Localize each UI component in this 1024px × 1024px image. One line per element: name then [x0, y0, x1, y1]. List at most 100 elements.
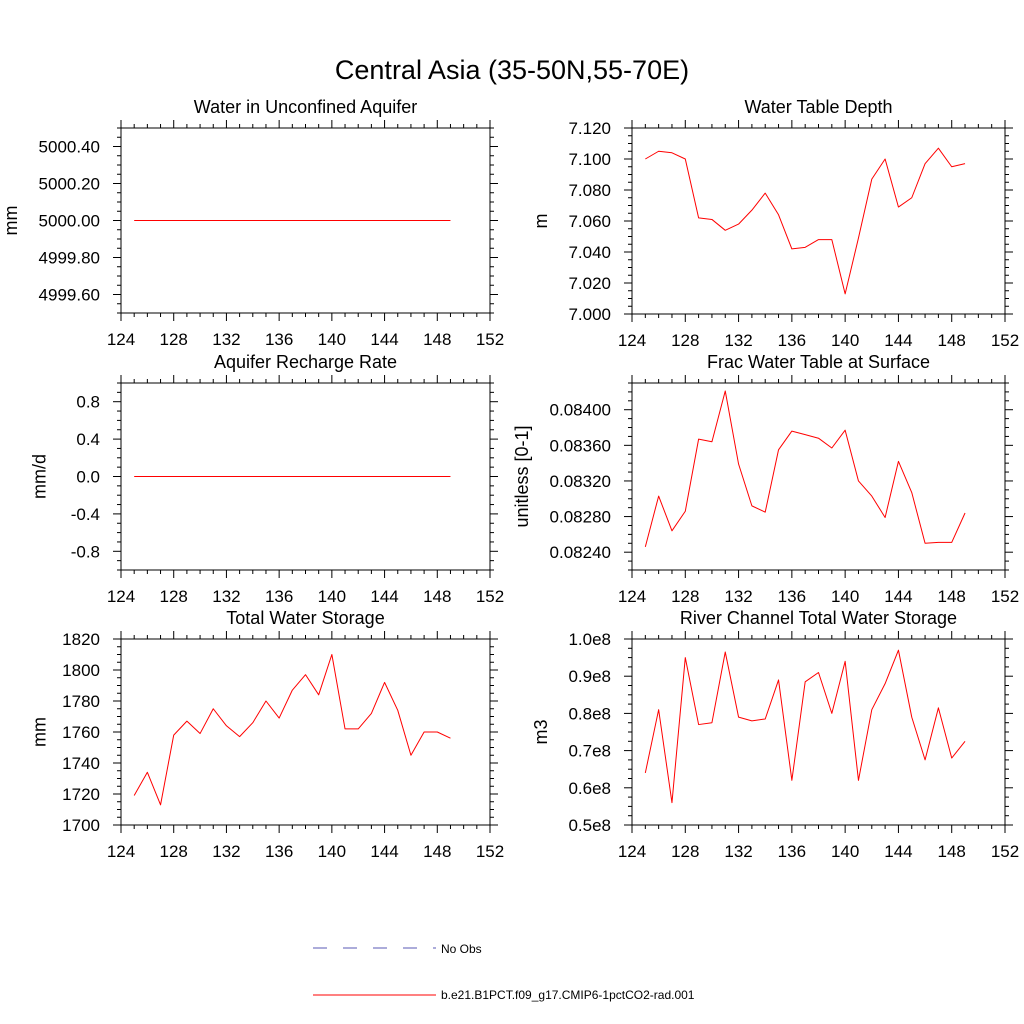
panel-water-table-depth-ytick-label: 7.120 [568, 119, 611, 138]
panel-river-channel-total-water-storage-frame [631, 638, 1006, 826]
panel-aquifer-recharge-rate-xtick-label: 152 [476, 587, 504, 606]
panels: Water in Unconfined Aquifer 124 128 132 136 1… [1, 97, 1019, 861]
panel-river-channel-total-water-storage-xtick-label: 140 [831, 842, 859, 861]
panel-water-table-depth-frame [631, 127, 1006, 315]
panel-aquifer-recharge-rate-ytick-label: -0.8 [71, 542, 100, 561]
panel-river-channel-total-water-storage-ytick-label: 0.8e8 [568, 704, 611, 723]
panel-total-water-storage-ylabel: mm [30, 717, 50, 747]
panel-water-table-depth-xtick-label: 132 [724, 331, 752, 350]
panel-frac-water-table-at-surface-ylabel: unitless [0-1] [512, 425, 532, 527]
panel-frac-water-table-at-surface: Frac Water Table at Surface 124 128 132 136 1… [512, 352, 1019, 606]
panel-water-table-depth-ytick-label: 7.040 [568, 243, 611, 262]
panel-aquifer-recharge-rate-ylabel: mm/d [30, 454, 50, 499]
panel-total-water-storage-ytick-label: 1740 [62, 754, 100, 773]
panel-aquifer-recharge-rate-ytick-label: 0.8 [76, 393, 100, 412]
panel-river-channel-total-water-storage-xtick-label: 144 [884, 842, 912, 861]
panel-river-channel-total-water-storage-xtick-label: 132 [724, 842, 752, 861]
legend-label-no-obs: No Obs [441, 942, 482, 956]
panel-aquifer-recharge-rate-ytick-label: 0.0 [76, 468, 100, 487]
panel-water-in-unconfined-aquifer-xtick-label: 124 [107, 330, 135, 349]
panel-total-water-storage: Total Water Storage 124 128 132 136 140 144 148… [30, 608, 505, 861]
panel-water-table-depth-ytick-label: 7.100 [568, 150, 611, 169]
panel-frac-water-table-at-surface-xtick-label: 144 [884, 587, 912, 606]
panel-frac-water-table-at-surface-xtick-label: 128 [671, 587, 699, 606]
panel-total-water-storage-xtick-label: 124 [107, 842, 135, 861]
panel-frac-water-table-at-surface-title: Frac Water Table at Surface [707, 352, 930, 372]
panel-river-channel-total-water-storage-ylabel: m3 [531, 719, 551, 744]
panel-frac-water-table-at-surface-series-line-0 [644, 390, 966, 547]
legend-label-model-run: b.e21.B1PCT.f09_g17.CMIP6-1pctCO2-rad.00… [441, 988, 695, 1002]
panel-aquifer-recharge-rate-xtick-label: 132 [212, 587, 240, 606]
panel-water-in-unconfined-aquifer-xtick-label: 152 [476, 330, 504, 349]
panel-total-water-storage-ytick-label: 1820 [62, 630, 100, 649]
panel-water-table-depth-xtick-label: 128 [671, 331, 699, 350]
legend: No Obs b.e21.B1PCT.f09_g17.CMIP6-1pctCO2… [313, 942, 695, 1002]
panel-water-in-unconfined-aquifer-ytick-label: 4999.80 [39, 249, 100, 268]
panel-river-channel-total-water-storage-xtick-label: 136 [778, 842, 806, 861]
panel-aquifer-recharge-rate-xtick-label: 128 [160, 587, 188, 606]
panel-frac-water-table-at-surface-xtick-label: 124 [618, 587, 646, 606]
panel-river-channel-total-water-storage-ytick-label: 0.5e8 [568, 816, 611, 835]
panel-frac-water-table-at-surface-ytick-label: 0.08240 [550, 543, 611, 562]
panel-water-in-unconfined-aquifer-xtick-label: 128 [160, 330, 188, 349]
panel-water-table-depth-xtick-label: 144 [884, 331, 912, 350]
panel-river-channel-total-water-storage-title: River Channel Total Water Storage [680, 608, 957, 628]
panel-water-in-unconfined-aquifer-ytick-label: 5000.40 [39, 138, 100, 157]
panel-aquifer-recharge-rate-xtick-label: 140 [318, 587, 346, 606]
panel-water-in-unconfined-aquifer-ytick-label: 5000.20 [39, 175, 100, 194]
panel-frac-water-table-at-surface-xtick-label: 136 [778, 587, 806, 606]
panel-river-channel-total-water-storage-xtick-label: 152 [991, 842, 1019, 861]
panel-river-channel-total-water-storage-xtick-label: 124 [618, 842, 646, 861]
panel-frac-water-table-at-surface-ytick-label: 0.08360 [550, 436, 611, 455]
panel-water-table-depth-xtick-label: 124 [618, 331, 646, 350]
panel-water-in-unconfined-aquifer-title: Water in Unconfined Aquifer [194, 97, 417, 117]
panel-water-table-depth-xtick-label: 140 [831, 331, 859, 350]
panel-water-table-depth-xtick-label: 148 [938, 331, 966, 350]
panel-water-table-depth-ytick-label: 7.020 [568, 274, 611, 293]
panel-aquifer-recharge-rate-xtick-label: 148 [423, 587, 451, 606]
panel-river-channel-total-water-storage-ytick-label: 0.7e8 [568, 742, 611, 761]
panel-total-water-storage-xtick-label: 136 [265, 842, 293, 861]
panel-water-in-unconfined-aquifer-xtick-label: 132 [212, 330, 240, 349]
panel-water-in-unconfined-aquifer-xtick-label: 144 [370, 330, 398, 349]
figure-title: Central Asia (35-50N,55-70E) [335, 55, 689, 85]
panel-frac-water-table-at-surface-ytick-label: 0.08320 [550, 472, 611, 491]
panel-water-in-unconfined-aquifer-ytick-label: 5000.00 [39, 212, 100, 231]
panel-aquifer-recharge-rate-ytick-label: 0.4 [76, 430, 100, 449]
panel-total-water-storage-xtick-label: 152 [476, 842, 504, 861]
panel-water-table-depth-series-line-0 [645, 147, 966, 295]
panel-total-water-storage-xtick-label: 140 [318, 842, 346, 861]
panel-total-water-storage-xtick-label: 144 [370, 842, 398, 861]
panel-total-water-storage-ytick-label: 1700 [62, 816, 100, 835]
panel-total-water-storage-xtick-label: 148 [423, 842, 451, 861]
panel-river-channel-total-water-storage-ytick-label: 0.6e8 [568, 779, 611, 798]
panel-total-water-storage-ytick-label: 1760 [62, 723, 100, 742]
panel-frac-water-table-at-surface-xtick-label: 148 [938, 587, 966, 606]
panel-water-table-depth: Water Table Depth 124 128 132 136 140 144 148 15… [531, 97, 1019, 350]
panel-river-channel-total-water-storage-series-line-0 [644, 649, 966, 804]
panel-water-table-depth-ytick-label: 7.000 [568, 305, 611, 324]
panel-frac-water-table-at-surface-xtick-label: 140 [831, 587, 859, 606]
panel-total-water-storage-ytick-label: 1800 [62, 661, 100, 680]
panel-total-water-storage-xtick-label: 128 [160, 842, 188, 861]
panel-water-table-depth-xtick-label: 152 [991, 331, 1019, 350]
panel-frac-water-table-at-surface-xtick-label: 132 [724, 587, 752, 606]
panel-river-channel-total-water-storage-xtick-label: 148 [938, 842, 966, 861]
panel-total-water-storage-ytick-label: 1780 [62, 692, 100, 711]
panel-total-water-storage-xtick-label: 132 [212, 842, 240, 861]
panel-aquifer-recharge-rate-xtick-label: 144 [370, 587, 398, 606]
panel-water-table-depth-ylabel: m [531, 214, 551, 229]
panel-water-in-unconfined-aquifer: Water in Unconfined Aquifer 124 128 132 136 1… [1, 97, 504, 349]
panel-total-water-storage-title: Total Water Storage [226, 608, 384, 628]
panel-total-water-storage-ytick-label: 1720 [62, 785, 100, 804]
panel-water-table-depth-title: Water Table Depth [744, 97, 892, 117]
panel-water-table-depth-xtick-label: 136 [778, 331, 806, 350]
panel-river-channel-total-water-storage-ytick-label: 1.0e8 [568, 630, 611, 649]
panel-water-in-unconfined-aquifer-xtick-label: 148 [423, 330, 451, 349]
panel-water-table-depth-ytick-label: 7.080 [568, 181, 611, 200]
panel-water-in-unconfined-aquifer-xtick-label: 140 [318, 330, 346, 349]
panel-aquifer-recharge-rate-xtick-label: 136 [265, 587, 293, 606]
panel-river-channel-total-water-storage-xtick-label: 128 [671, 842, 699, 861]
panel-frac-water-table-at-surface-xtick-label: 152 [991, 587, 1019, 606]
